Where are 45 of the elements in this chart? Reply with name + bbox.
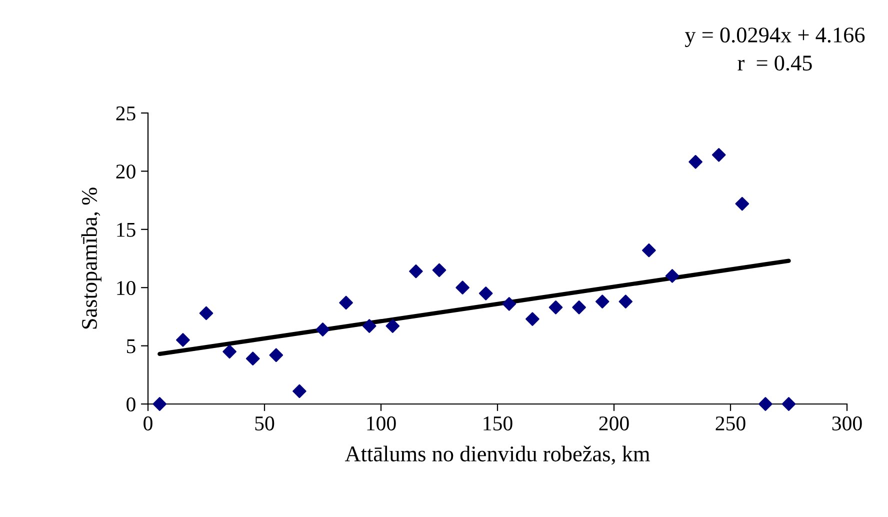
point	[386, 319, 400, 333]
point	[642, 243, 656, 258]
y-tick-label: 15	[117, 222, 136, 237]
point	[456, 280, 470, 295]
x-tick-label: 50	[255, 416, 274, 430]
x-tick-label: 150	[484, 416, 512, 430]
point	[339, 296, 353, 310]
point	[269, 348, 284, 362]
point	[665, 269, 680, 283]
x-tick-label: 0	[144, 416, 152, 430]
x-tick-label: 200	[599, 416, 629, 430]
point	[176, 333, 190, 347]
point	[618, 294, 633, 308]
point	[409, 264, 423, 278]
point	[526, 312, 540, 326]
point	[362, 319, 376, 333]
point	[502, 296, 516, 311]
point	[246, 352, 260, 366]
y-tick-label: 10	[117, 280, 136, 296]
x-tick-label: 250	[716, 416, 746, 430]
point	[222, 344, 236, 359]
y-tick-label: 25	[116, 106, 136, 120]
point	[199, 306, 214, 320]
point	[316, 322, 330, 336]
point	[572, 300, 586, 314]
point	[595, 294, 610, 308]
x-axis-title: Attālums no dienvidu robežas, km	[344, 446, 650, 465]
text: y = 0.0294x + 4.166	[684, 28, 865, 48]
y-tick-label: 5	[126, 339, 136, 354]
point	[712, 148, 726, 162]
y-axis-title: Sastopamība, %	[81, 188, 102, 329]
point	[152, 397, 167, 411]
y-tick-label: 20	[116, 164, 136, 179]
point	[758, 397, 772, 411]
x-tick-label: 100	[367, 416, 396, 430]
y-tick-label: 0	[126, 397, 136, 412]
point	[735, 196, 750, 211]
point	[782, 397, 796, 411]
point	[292, 384, 306, 398]
point	[478, 286, 493, 300]
x-tick-label: 300	[832, 416, 862, 430]
point	[688, 154, 702, 169]
point	[432, 263, 446, 278]
point	[548, 300, 563, 314]
text: r = 0.45	[738, 56, 812, 71]
